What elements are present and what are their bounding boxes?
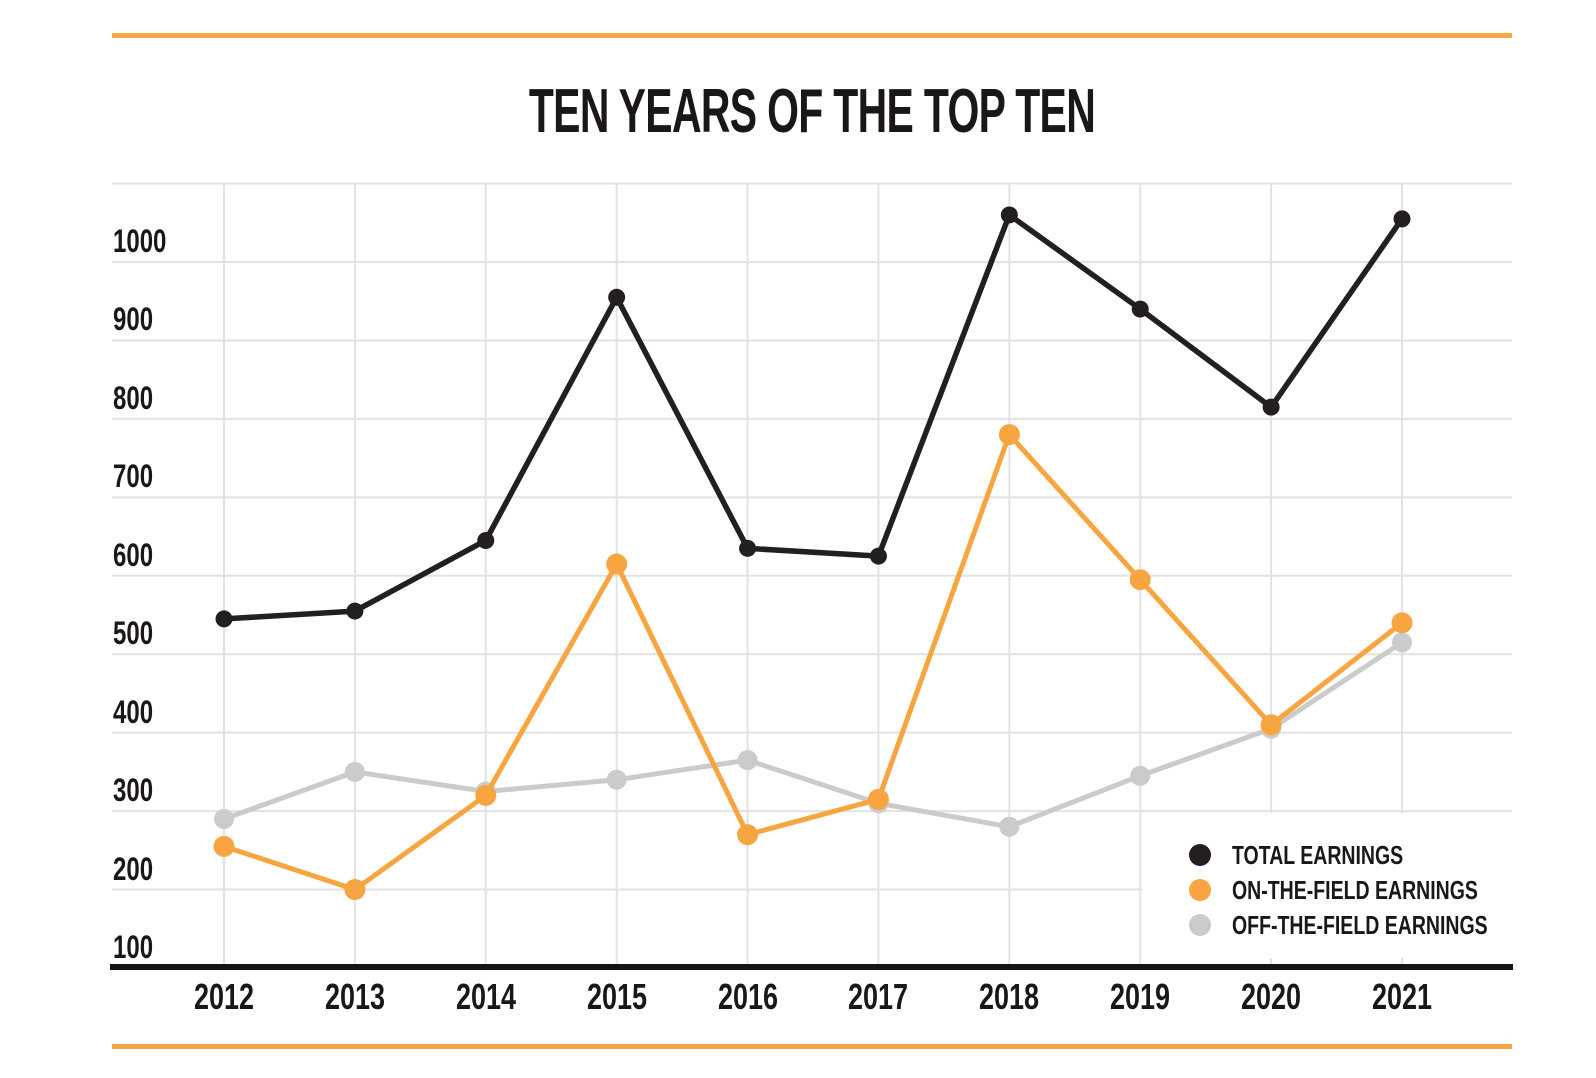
- series-line-on-field: [221, 432, 1405, 893]
- y-tick-label-100: 100: [113, 929, 154, 965]
- point-on-field-2013: [344, 879, 366, 901]
- point-on-field-2015: [606, 553, 628, 575]
- chart-title: TEN YEARS OF THE TOP TEN: [528, 77, 1096, 146]
- legend-label-off-field: OFF-THE-FIELD EARNINGS: [1232, 910, 1488, 940]
- legend-dot-total: [1189, 844, 1211, 866]
- point-off-field-2013: [344, 761, 365, 782]
- point-off-field-2012: [214, 808, 234, 829]
- point-on-field-2018: [998, 424, 1020, 446]
- y-tick-label-400: 400: [113, 693, 154, 730]
- x-tick-label-2017: 2017: [848, 976, 909, 1017]
- point-total-2014: [477, 531, 495, 549]
- point-on-field-2017: [867, 788, 889, 810]
- point-total-2016: [739, 539, 757, 557]
- series-line-off-field: [221, 639, 1405, 830]
- point-total-2012: [215, 610, 233, 628]
- point-off-field-2016: [737, 750, 758, 771]
- top-divider-rule: [112, 33, 1512, 38]
- y-tick-label-700: 700: [113, 458, 154, 495]
- legend-item-on-field: ON-THE-FIELD EARNINGS: [1142, 875, 1560, 905]
- point-on-field-2021: [1391, 612, 1413, 634]
- point-total-2018: [1000, 206, 1018, 224]
- point-on-field-2019: [1129, 569, 1151, 591]
- legend-dot-off-field: [1189, 914, 1211, 936]
- legend-dot-on-field: [1189, 879, 1211, 901]
- page-title: TEN YEARS OF THE TOP TEN: [112, 76, 1512, 147]
- x-tick-label-2018: 2018: [979, 976, 1040, 1017]
- x-tick-label-2020: 2020: [1241, 976, 1302, 1017]
- x-tick-label-2016: 2016: [717, 976, 778, 1017]
- legend-item-total: TOTAL EARNINGS: [1142, 840, 1460, 870]
- point-on-field-2016: [737, 824, 759, 846]
- y-tick-label-1000: 1000: [113, 223, 167, 259]
- legend-label-total: TOTAL EARNINGS: [1232, 840, 1404, 870]
- y-tick-label-300: 300: [113, 772, 154, 809]
- y-tick-label-200: 200: [113, 850, 154, 887]
- point-total-2020: [1262, 398, 1280, 416]
- x-tick-label-2012: 2012: [193, 976, 255, 1017]
- point-total-2013: [346, 602, 364, 620]
- y-tick-label-900: 900: [113, 301, 154, 338]
- point-on-field-2014: [475, 784, 497, 806]
- y-tick-label-800: 800: [113, 379, 154, 416]
- bottom-divider-rule: [112, 1044, 1512, 1049]
- point-off-field-2019: [1130, 765, 1151, 786]
- point-on-field-2020: [1260, 714, 1282, 736]
- legend-label-on-field: ON-THE-FIELD EARNINGS: [1232, 875, 1478, 905]
- point-on-field-2012: [213, 835, 235, 857]
- legend: TOTAL EARNINGS ON-THE-FIELD EARNINGS OFF-T…: [1142, 813, 1513, 958]
- x-tick-label-2014: 2014: [455, 976, 516, 1017]
- x-tick-label-2013: 2013: [324, 976, 385, 1017]
- point-off-field-2021: [1392, 632, 1413, 653]
- point-off-field-2018: [999, 816, 1020, 837]
- x-tick-label-2019: 2019: [1110, 976, 1171, 1017]
- point-off-field-2015: [606, 769, 627, 790]
- series-line-total: [221, 212, 1405, 622]
- x-tick-label-2015: 2015: [586, 976, 647, 1017]
- point-total-2019: [1131, 300, 1149, 318]
- x-tick-label-2021: 2021: [1371, 976, 1433, 1017]
- y-tick-label-500: 500: [113, 615, 154, 652]
- point-total-2017: [869, 547, 887, 565]
- y-tick-label-600: 600: [113, 536, 154, 573]
- legend-item-off-field: OFF-THE-FIELD EARNINGS: [1142, 910, 1573, 940]
- point-total-2015: [608, 288, 626, 306]
- point-total-2021: [1393, 210, 1411, 228]
